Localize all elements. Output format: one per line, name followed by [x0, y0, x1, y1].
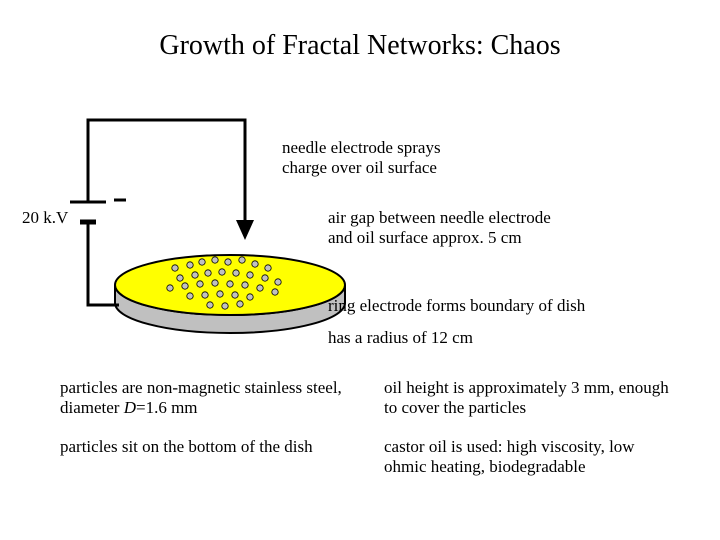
description-grid: particles are non-magnetic stainless ste…	[60, 378, 680, 478]
needle-label-line1: needle electrode sprays	[282, 138, 441, 157]
text-span: =1.6 mm	[136, 398, 198, 417]
radius-label: has a radius of 12 cm	[328, 328, 473, 348]
oil-height-text: oil height is approximately 3 mm, enough…	[384, 378, 680, 419]
castor-oil-text: castor oil is used: high viscosity, low …	[384, 437, 680, 478]
needle-label: needle electrode sprays charge over oil …	[282, 138, 441, 179]
particles-sit-text: particles sit on the bottom of the dish	[60, 437, 356, 478]
voltage-label: 20 k.V	[22, 208, 68, 228]
airgap-label-line2: and oil surface approx. 5 cm	[328, 228, 522, 247]
page-title: Growth of Fractal Networks: Chaos	[0, 30, 720, 62]
airgap-label-line1: air gap between needle electrode	[328, 208, 551, 227]
needle-label-line2: charge over oil surface	[282, 158, 437, 177]
diameter-symbol: D	[124, 398, 136, 417]
particles-nonmagnetic-text: particles are non-magnetic stainless ste…	[60, 378, 356, 419]
ring-label: ring electrode forms boundary of dish	[328, 296, 585, 316]
airgap-label: air gap between needle electrode and oil…	[328, 208, 551, 249]
text-span: particles are non-magnetic stainless ste…	[60, 378, 342, 417]
